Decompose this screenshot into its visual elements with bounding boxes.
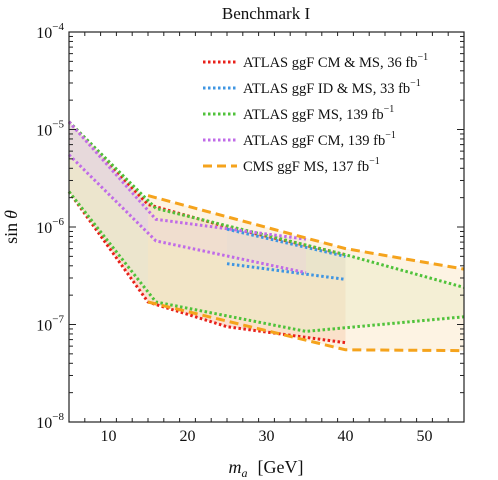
- x-tick-label: 40: [338, 428, 354, 445]
- legend-label-atlas-ggf-id-ms-33-fb: ATLAS ggF ID & MS, 33 fb−1: [243, 78, 421, 97]
- region-cms-ggf-ms-137-fb: [148, 195, 464, 351]
- line-cms-ggf-ms-137-fb-upper: [147, 194, 465, 271]
- chart-title: Benchmark I: [222, 4, 311, 23]
- legend: ATLAS ggF CM & MS, 36 fb−1 ATLAS ggF ID &…: [203, 52, 428, 175]
- region-atlas-ggf-cm-ms-36-fb: [69, 121, 346, 343]
- region-atlas-ggf-id-ms-33-fb: [227, 229, 346, 280]
- legend-label-atlas-ggf-ms-139-fb: ATLAS ggF MS, 139 fb−1: [243, 104, 394, 123]
- x-axis-label: ma [GeV]: [229, 457, 304, 480]
- line-atlas-ggf-cm-139-fb-upper: [67, 120, 307, 241]
- x-tick-label: 10: [101, 428, 117, 445]
- line-atlas-ggf-ms-139-fb-lower: [67, 190, 465, 333]
- y-axis-label: sinθ: [1, 210, 21, 244]
- series-lines: [67, 120, 465, 353]
- region-atlas-ggf-ms-139-fb: [69, 121, 464, 332]
- x-tick-label: 30: [259, 428, 275, 445]
- legend-label-atlas-ggf-cm-ms-36-fb: ATLAS ggF CM & MS, 36 fb−1: [243, 52, 428, 71]
- legend-label-cms-ggf-ms-137-fb: CMS ggF MS, 137 fb−1: [243, 156, 380, 175]
- y-tick-label: 10−6: [36, 216, 64, 237]
- legend-label-atlas-ggf-cm-139-fb: ATLAS ggF CM, 139 fb−1: [243, 130, 396, 149]
- line-atlas-ggf-id-ms-33-fb-upper: [226, 227, 346, 258]
- line-atlas-ggf-cm-139-fb-lower: [67, 153, 307, 275]
- x-tick-label: 50: [417, 428, 433, 445]
- y-tick-label: 10−8: [36, 411, 64, 432]
- y-tick-label: 10−4: [36, 21, 64, 42]
- axis-ticks: 10 20 30 40 50 10−8 10−7 10−6 10−5 10−4: [36, 21, 465, 445]
- y-tick-label: 10−5: [36, 119, 64, 140]
- x-tick-label: 20: [180, 428, 196, 445]
- line-atlas-ggf-cm-ms-36-fb-lower: [67, 190, 346, 345]
- line-cms-ggf-ms-137-fb-lower: [147, 300, 465, 353]
- y-tick-label: 10−7: [36, 314, 64, 335]
